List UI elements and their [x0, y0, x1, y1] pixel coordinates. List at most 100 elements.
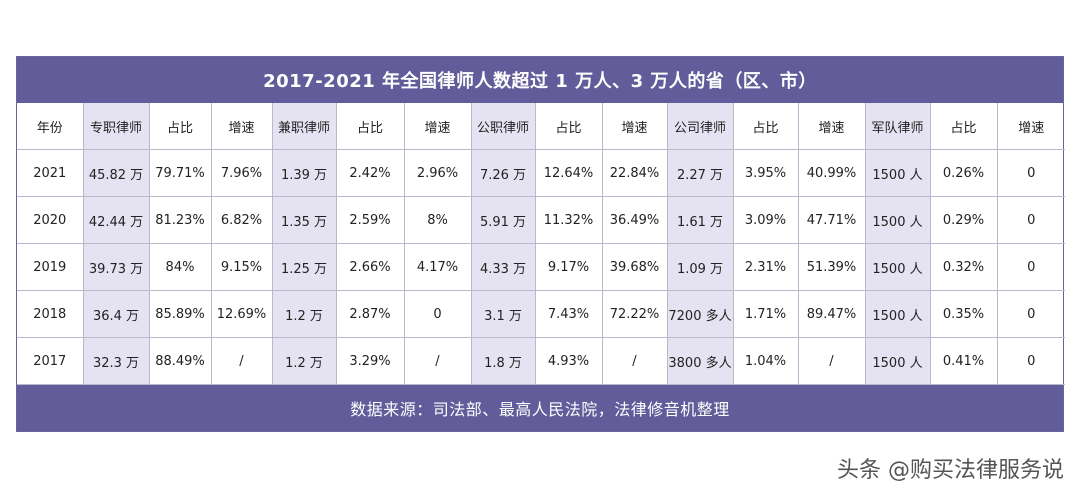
- table-cell: 7.26 万: [470, 149, 536, 197]
- column-header: 占比: [732, 103, 799, 150]
- table-cell: 79.71%: [148, 149, 212, 197]
- table-cell: 32.3 万: [82, 337, 150, 385]
- table-cell: 4.17%: [403, 243, 472, 291]
- table-cell: 1.2 万: [271, 290, 337, 338]
- table-cell: 1500 人: [864, 243, 931, 291]
- table-cell: 36.49%: [601, 196, 668, 244]
- table-cell: 0: [996, 149, 1065, 197]
- table-cell: 85.89%: [148, 290, 212, 338]
- table-cell: 2.87%: [335, 290, 405, 338]
- table-cell: 72.22%: [601, 290, 668, 338]
- table-cell: 0: [403, 290, 472, 338]
- table-cell: 1500 人: [864, 196, 931, 244]
- column-header: 增速: [601, 103, 668, 150]
- table-cell: 1500 人: [864, 149, 931, 197]
- table-cell: 42.44 万: [82, 196, 150, 244]
- table-cell: 22.84%: [601, 149, 668, 197]
- table-cell: 2.42%: [335, 149, 405, 197]
- column-header: 公职律师: [470, 103, 536, 150]
- table-cell: /: [601, 337, 668, 385]
- header-row: 年份 专职律师 占比 增速 兼职律师 占比 增速 公职律师 占比 增速 公司律师 占比 增速 军队律师 占比…: [17, 103, 1065, 150]
- table-cell: 88.49%: [148, 337, 212, 385]
- table-cell: 3.09%: [732, 196, 799, 244]
- table-cell: 51.39%: [797, 243, 866, 291]
- year-cell: 2020: [17, 196, 84, 244]
- watermark: 头条 @购买法律服务说: [837, 458, 1064, 483]
- lawyer-stats-table: 年份 专职律师 占比 增速 兼职律师 占比 增速 公职律师 占比 增速 公司律师 占比 增速 军队律师 占比…: [17, 103, 1065, 385]
- table-cell: 0: [996, 243, 1065, 291]
- source-footer: 数据来源：司法部、最高人民法院，法律修音机整理: [17, 385, 1063, 431]
- column-header: 增速: [996, 103, 1065, 150]
- year-cell: 2017: [17, 337, 84, 385]
- table-cell: 0.32%: [929, 243, 998, 291]
- table-cell: 1500 人: [864, 290, 931, 338]
- table-cell: 0.26%: [929, 149, 998, 197]
- table-cell: 12.69%: [210, 290, 273, 338]
- data-table-frame: 2017-2021 年全国律师人数超过 1 万人、3 万人的省（区、市） 年份专…: [16, 56, 1065, 432]
- column-header: 占比: [148, 103, 212, 150]
- table-cell: 4.93%: [534, 337, 603, 385]
- column-header: 专职律师: [82, 103, 150, 150]
- column-header: 公司律师: [666, 103, 734, 150]
- table-cell: 1.2 万: [271, 337, 337, 385]
- table-cell: 0: [996, 290, 1065, 338]
- table-cell: 5.91 万: [470, 196, 536, 244]
- table-cell: 1.61 万: [666, 196, 734, 244]
- table-cell: 40.99%: [797, 149, 866, 197]
- year-cell: 2021: [17, 149, 84, 197]
- table-title: 2017-2021 年全国律师人数超过 1 万人、3 万人的省（区、市）: [17, 57, 1063, 103]
- table-cell: 39.68%: [601, 243, 668, 291]
- table-cell: 2.96%: [403, 149, 472, 197]
- table-cell: 0.35%: [929, 290, 998, 338]
- table-row: 2020 42.44 万 81.23% 6.82% 1.35 万 2.59% 8% 5.91 …: [17, 196, 1065, 244]
- table-cell: 0: [996, 337, 1065, 385]
- table-cell: 81.23%: [148, 196, 212, 244]
- table-cell: 1.35 万: [271, 196, 337, 244]
- table-cell: 0: [996, 196, 1065, 244]
- table-cell: 2.59%: [335, 196, 405, 244]
- table-cell: 3800 多人: [666, 337, 734, 385]
- table-cell: 12.64%: [534, 149, 603, 197]
- table-row: 2019 39.73 万 84% 9.15% 1.25 万 2.66% 4.17% 4.33 …: [17, 243, 1065, 291]
- table-row: 2018 36.4 万 85.89% 12.69% 1.2 万 2.87% 0 3.1 万 7.…: [17, 290, 1065, 338]
- table-cell: 1.71%: [732, 290, 799, 338]
- table-cell: 45.82 万: [82, 149, 150, 197]
- table-cell: 2.27 万: [666, 149, 734, 197]
- table-cell: /: [403, 337, 472, 385]
- table-cell: 1.09 万: [666, 243, 734, 291]
- table-cell: 2.31%: [732, 243, 799, 291]
- table-cell: 3.1 万: [470, 290, 536, 338]
- table-cell: 3.95%: [732, 149, 799, 197]
- table-row: 2017 32.3 万 88.49%/1.2 万 3.29%/1.8 万 4.93%/3…: [17, 337, 1065, 385]
- table-cell: 3.29%: [335, 337, 405, 385]
- table-cell: /: [797, 337, 866, 385]
- table-cell: 1.8 万: [470, 337, 536, 385]
- table-cell: 9.15%: [210, 243, 273, 291]
- table-cell: 9.17%: [534, 243, 603, 291]
- year-cell: 2019: [17, 243, 84, 291]
- column-header: 军队律师: [864, 103, 931, 150]
- column-header: 兼职律师: [271, 103, 337, 150]
- table-cell: 7200 多人: [666, 290, 734, 338]
- table-cell: 8%: [403, 196, 472, 244]
- table-cell: 4.33 万: [470, 243, 536, 291]
- table-cell: 1.39 万: [271, 149, 337, 197]
- table-cell: 47.71%: [797, 196, 866, 244]
- table-cell: 2.66%: [335, 243, 405, 291]
- table-cell: 0.29%: [929, 196, 998, 244]
- table-cell: 7.43%: [534, 290, 603, 338]
- table-cell: 89.47%: [797, 290, 866, 338]
- table-cell: 84%: [148, 243, 212, 291]
- table-cell: 7.96%: [210, 149, 273, 197]
- column-header: 增速: [403, 103, 472, 150]
- column-header: 年份: [17, 103, 84, 150]
- year-cell: 2018: [17, 290, 84, 338]
- table-cell: /: [210, 337, 273, 385]
- column-header: 占比: [335, 103, 405, 150]
- table-cell: 36.4 万: [82, 290, 150, 338]
- table-cell: 6.82%: [210, 196, 273, 244]
- column-header: 占比: [929, 103, 998, 150]
- table-cell: 0.41%: [929, 337, 998, 385]
- table-cell: 11.32%: [534, 196, 603, 244]
- table-row: 2021 45.82 万 79.71% 7.96% 1.39 万 2.42% 2.96% 7.…: [17, 149, 1065, 197]
